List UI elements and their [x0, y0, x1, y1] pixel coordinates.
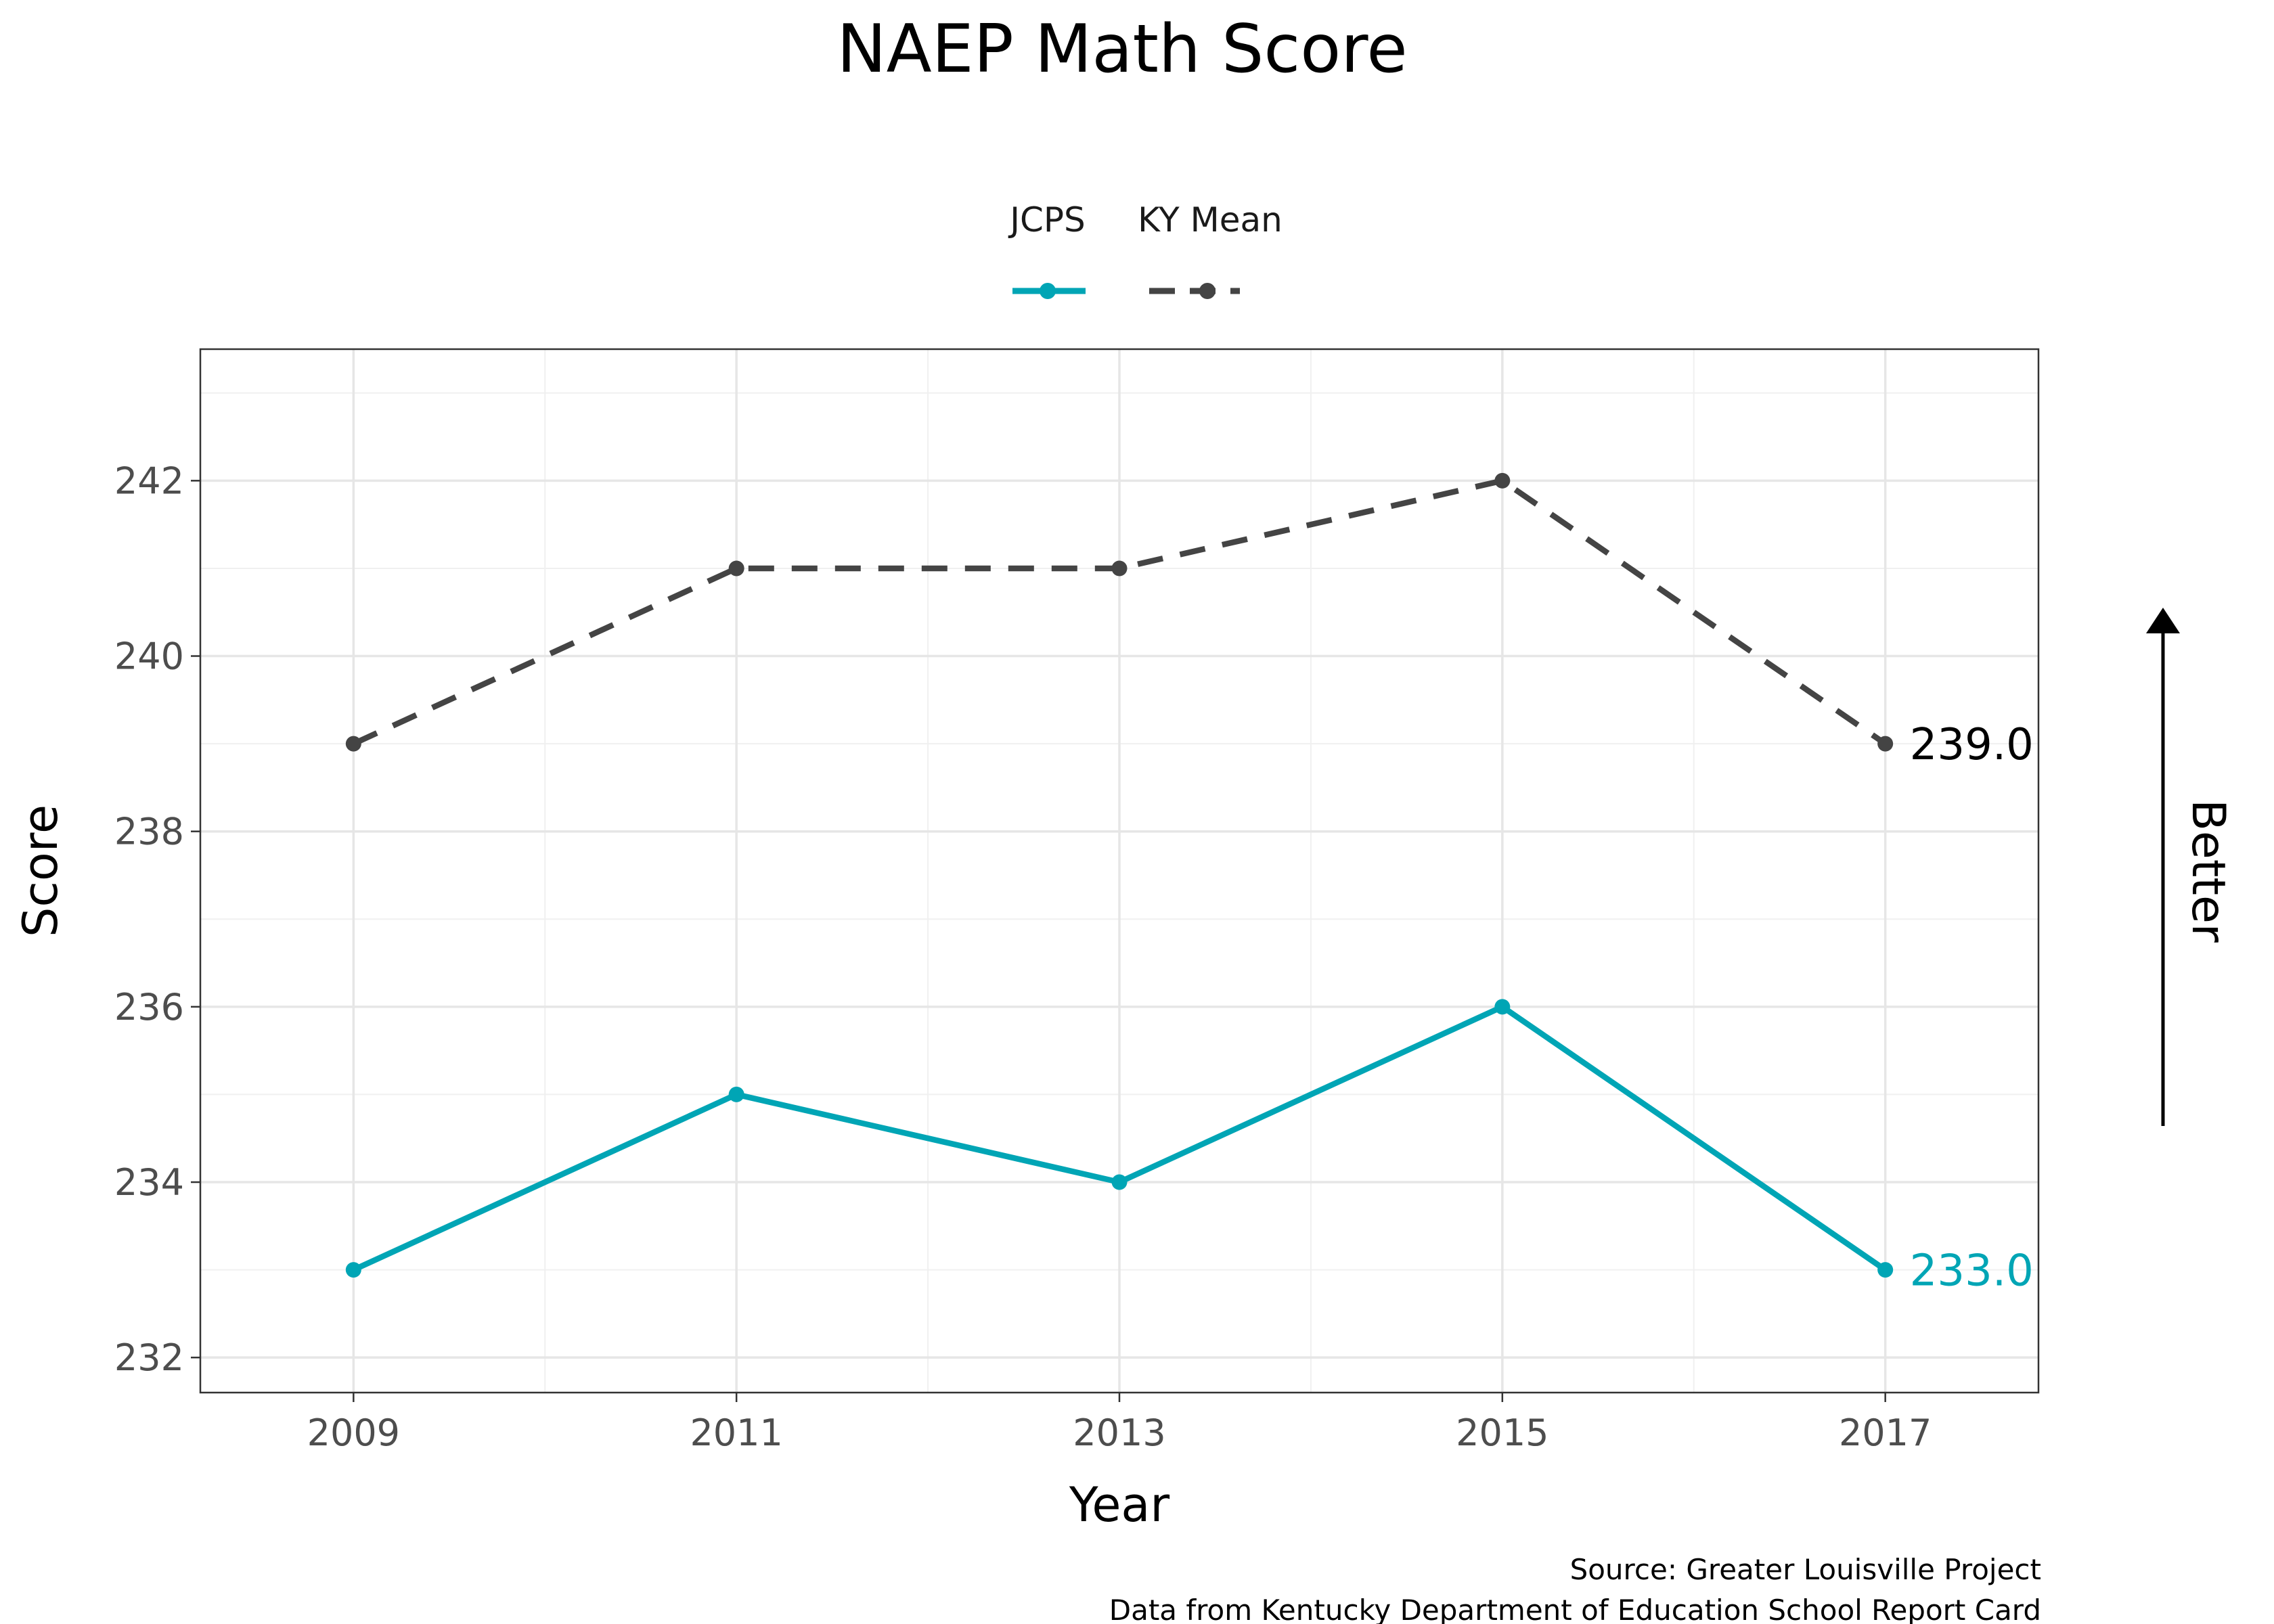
legend-label-ky-mean: KY Mean: [1138, 200, 1283, 240]
caption-data-note: Data from Kentucky Department of Educati…: [1109, 1594, 2041, 1624]
data-point-ky-mean: [1877, 736, 1894, 752]
x-tick-label: 2015: [1456, 1412, 1548, 1454]
data-point-ky-mean: [1494, 472, 1511, 489]
end-label-ky-mean: 239.0: [1910, 720, 2034, 770]
y-tick-label: 238: [114, 811, 184, 853]
better-arrow-up-icon: [2146, 608, 2180, 633]
data-point-jcps: [1111, 1174, 1128, 1190]
chart-title: NAEP Math Score: [837, 11, 1407, 88]
data-point-jcps: [1877, 1262, 1894, 1278]
better-annotation: Better: [2146, 608, 2235, 1126]
data-point-ky-mean: [345, 736, 361, 752]
x-tick-label: 2013: [1073, 1412, 1165, 1454]
caption-source: Source: Greater Louisville Project: [1570, 1553, 2041, 1586]
y-tick-label: 240: [114, 635, 184, 678]
end-label-jcps: 233.0: [1910, 1246, 2034, 1296]
x-tick-label: 2017: [1839, 1412, 1932, 1454]
grid-major: [200, 349, 2038, 1393]
y-tick-label: 242: [114, 459, 184, 502]
y-axis-title: Score: [13, 805, 68, 937]
data-point-jcps: [728, 1086, 744, 1102]
legend-key-jcps-point: [1040, 283, 1056, 299]
x-tick-label: 2009: [307, 1412, 400, 1454]
better-label: Better: [2181, 799, 2235, 943]
y-axis-ticks: 232 234 236 238 240 242: [114, 459, 200, 1379]
legend-label-jcps: JCPS: [1008, 200, 1086, 240]
data-point-ky-mean: [728, 560, 744, 577]
y-tick-label: 236: [114, 986, 184, 1029]
x-axis-title: Year: [1069, 1477, 1169, 1533]
y-tick-label: 234: [114, 1161, 184, 1204]
data-point-ky-mean: [1111, 560, 1128, 577]
data-point-jcps: [345, 1262, 361, 1278]
series-layer: 233.0 239.0: [345, 472, 2034, 1296]
y-tick-label: 232: [114, 1336, 184, 1379]
x-axis-ticks: 2009 2011 2013 2015 2017: [307, 1393, 1932, 1454]
x-tick-label: 2011: [690, 1412, 782, 1454]
legend: JCPS KY Mean: [1008, 200, 1283, 299]
legend-key-ky-mean-point: [1199, 283, 1216, 299]
data-point-jcps: [1494, 999, 1511, 1015]
